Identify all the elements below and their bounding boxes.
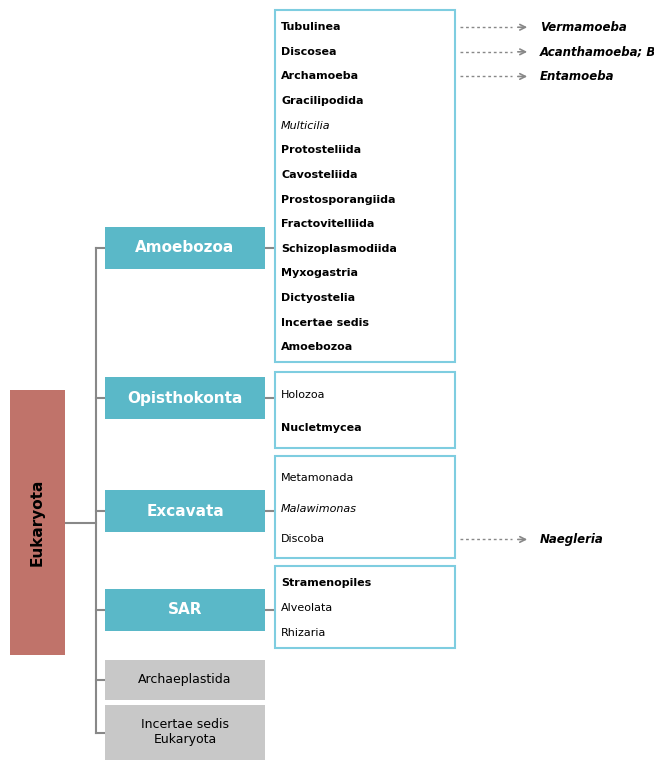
Text: Incertae sedis
Eukaryota: Incertae sedis Eukaryota	[141, 719, 229, 746]
Bar	[105, 227, 265, 269]
Text: SAR: SAR	[167, 602, 202, 618]
Text: Tubulinea: Tubulinea	[281, 22, 341, 32]
Bar	[105, 660, 265, 700]
Text: Acanthamoeba; Bal: Acanthamoeba; Bal	[540, 45, 654, 59]
Text: Archaeplastida: Archaeplastida	[138, 674, 232, 686]
Text: Gracilipodida: Gracilipodida	[281, 96, 364, 106]
Text: Opisthokonta: Opisthokonta	[128, 390, 243, 406]
Text: Excavata: Excavata	[146, 503, 224, 519]
Bar	[105, 377, 265, 419]
Bar	[275, 372, 455, 448]
Text: Amoebozoa: Amoebozoa	[281, 342, 353, 352]
Text: Schizoplasmodiida: Schizoplasmodiida	[281, 244, 397, 254]
Bar	[105, 589, 265, 631]
Text: Malawimonas: Malawimonas	[281, 503, 357, 513]
Text: Stramenopiles: Stramenopiles	[281, 578, 371, 588]
Text: Entamoeba: Entamoeba	[540, 70, 615, 83]
Text: Incertae sedis: Incertae sedis	[281, 318, 369, 328]
Text: Eukaryota: Eukaryota	[30, 479, 45, 566]
Text: Nucletmycea: Nucletmycea	[281, 423, 362, 433]
Text: Multicilia: Multicilia	[281, 121, 331, 131]
Bar	[10, 390, 65, 655]
Text: Naegleria: Naegleria	[540, 533, 604, 546]
Text: Amoebozoa: Amoebozoa	[135, 241, 235, 255]
Bar	[105, 705, 265, 760]
Text: Myxogastria: Myxogastria	[281, 268, 358, 278]
Text: Rhizaria: Rhizaria	[281, 628, 326, 638]
Bar	[275, 10, 455, 362]
Text: Fractovitelliida: Fractovitelliida	[281, 219, 374, 229]
Text: Cavosteliida: Cavosteliida	[281, 170, 358, 180]
Text: Vermamoeba: Vermamoeba	[540, 21, 627, 34]
Text: Prostosporangiida: Prostosporangiida	[281, 194, 396, 204]
Text: Holozoa: Holozoa	[281, 390, 326, 400]
Text: Alveolata: Alveolata	[281, 603, 334, 613]
Text: Metamonada: Metamonada	[281, 473, 354, 483]
Bar	[275, 456, 455, 558]
Bar	[105, 490, 265, 532]
Text: Discoba: Discoba	[281, 534, 325, 544]
Text: Dictyostelia: Dictyostelia	[281, 293, 355, 303]
Text: Discosea: Discosea	[281, 47, 337, 57]
Text: Protosteliida: Protosteliida	[281, 145, 361, 155]
Text: Archamoeba: Archamoeba	[281, 72, 359, 82]
Bar	[275, 566, 455, 648]
